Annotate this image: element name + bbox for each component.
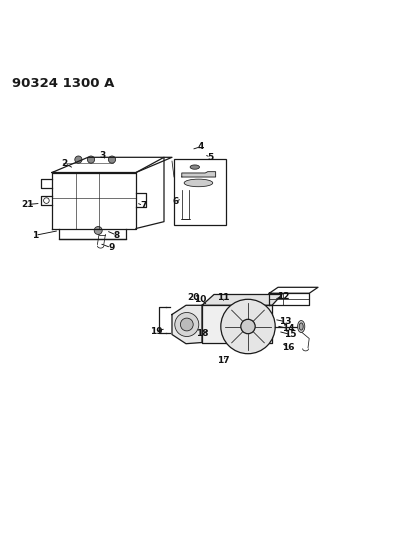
Circle shape xyxy=(175,312,199,336)
Text: 12: 12 xyxy=(277,292,290,301)
Text: 4: 4 xyxy=(198,142,204,151)
Ellipse shape xyxy=(184,179,213,187)
Polygon shape xyxy=(202,305,272,343)
Polygon shape xyxy=(182,172,216,177)
Text: 16: 16 xyxy=(282,343,294,352)
Ellipse shape xyxy=(299,323,303,330)
Text: 21: 21 xyxy=(21,200,34,209)
Text: 19: 19 xyxy=(150,327,162,336)
Text: 20: 20 xyxy=(187,293,199,302)
Text: 2: 2 xyxy=(62,159,68,168)
Text: 8: 8 xyxy=(114,231,120,240)
Text: 17: 17 xyxy=(217,357,230,366)
Polygon shape xyxy=(172,305,202,344)
Polygon shape xyxy=(202,295,282,305)
Text: 11: 11 xyxy=(217,293,230,302)
Text: 3: 3 xyxy=(100,151,106,160)
Circle shape xyxy=(87,156,94,163)
Text: 9: 9 xyxy=(108,243,114,252)
Ellipse shape xyxy=(298,320,305,333)
Circle shape xyxy=(241,319,255,334)
Circle shape xyxy=(75,156,82,163)
Text: 10: 10 xyxy=(194,295,206,304)
Text: 90324 1300 A: 90324 1300 A xyxy=(12,77,114,90)
Ellipse shape xyxy=(190,165,200,169)
Text: 6: 6 xyxy=(172,197,178,206)
Text: 15: 15 xyxy=(284,330,297,339)
Text: 13: 13 xyxy=(279,317,292,326)
Circle shape xyxy=(94,227,102,235)
Circle shape xyxy=(108,156,116,163)
Text: 1: 1 xyxy=(32,231,38,240)
Circle shape xyxy=(221,300,275,354)
Bar xyxy=(174,158,226,224)
Text: 14: 14 xyxy=(282,324,294,333)
Circle shape xyxy=(180,318,193,331)
Text: 7: 7 xyxy=(140,201,146,210)
Text: 18: 18 xyxy=(196,329,208,338)
Text: 5: 5 xyxy=(208,153,214,162)
